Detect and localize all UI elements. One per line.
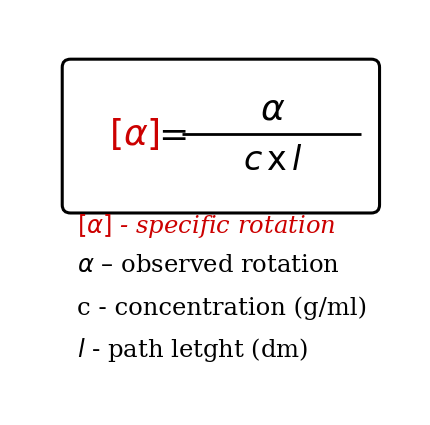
Text: $\alpha$ – observed rotation: $\alpha$ – observed rotation [77, 254, 339, 277]
Text: $=$: $=$ [151, 117, 187, 151]
Text: $[\alpha]$: $[\alpha]$ [108, 116, 159, 153]
FancyBboxPatch shape [62, 59, 379, 213]
Text: $[\alpha]$ - specific rotation: $[\alpha]$ - specific rotation [77, 212, 335, 240]
Text: c - concentration (g/ml): c - concentration (g/ml) [77, 296, 366, 320]
Text: $c\,\mathrm{x}\,\mathit{l}$: $c\,\mathrm{x}\,\mathit{l}$ [242, 144, 302, 177]
Text: $\mathit{l}$ - path letght (dm): $\mathit{l}$ - path letght (dm) [77, 337, 308, 364]
Text: $\alpha$: $\alpha$ [259, 93, 285, 127]
